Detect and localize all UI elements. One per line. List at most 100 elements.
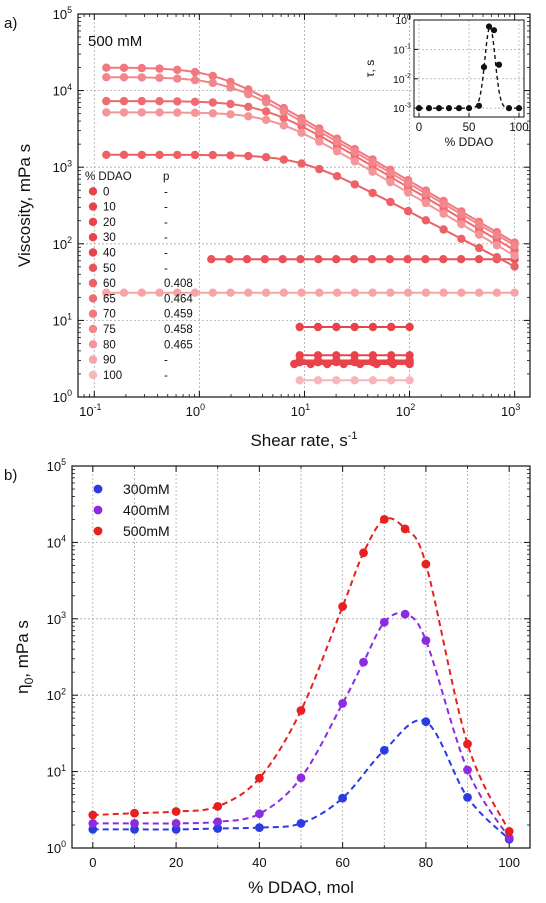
data-point-75 <box>350 147 359 157</box>
legend-p-100: - <box>164 370 168 382</box>
tick-exponent: 1 <box>67 312 72 322</box>
data-point-90 <box>297 288 306 297</box>
y-tick-label-a: 103 <box>53 158 72 175</box>
data-point-75 <box>119 73 129 82</box>
data-point-50 <box>474 255 484 264</box>
legend-label-80: 80 <box>103 339 116 351</box>
data-point-500mM <box>338 602 347 611</box>
data-point-500mM <box>359 548 368 558</box>
data-point-80 <box>173 108 182 117</box>
tick-exponent: -1 <box>405 43 411 51</box>
data-point-500mM <box>296 706 306 715</box>
data-point-90 <box>102 288 111 297</box>
data-point-90 <box>510 288 519 297</box>
data-point-50 <box>207 255 216 264</box>
data-point-60 <box>474 243 484 253</box>
data-point-80 <box>244 112 253 121</box>
series-40-a <box>295 322 414 332</box>
data-point-70 <box>208 71 217 81</box>
data-point-400mM <box>359 657 368 667</box>
data-point-30 <box>295 351 304 360</box>
legend-p-90: - <box>164 355 168 367</box>
data-point-60 <box>261 153 271 162</box>
y-tick-label-a: 104 <box>53 82 72 99</box>
inset-data-point <box>435 105 443 112</box>
legend-p-50: - <box>164 263 168 275</box>
data-point-60 <box>244 151 253 161</box>
tick-base: 10 <box>53 313 67 328</box>
data-point-65 <box>261 107 271 116</box>
data-point-90 <box>119 288 129 297</box>
data-point-75 <box>208 78 217 88</box>
tick-exponent: 1 <box>61 763 66 773</box>
data-point-30 <box>350 351 359 360</box>
tick-exponent: 3 <box>61 610 66 620</box>
data-point-60 <box>173 150 182 160</box>
data-point-60 <box>510 262 519 271</box>
data-point-30 <box>332 351 341 360</box>
data-point-500mM <box>88 810 98 820</box>
legend-marker-80 <box>88 340 98 349</box>
x-axis-label-superscript: -1 <box>348 430 358 442</box>
legend-label-50: 50 <box>103 263 116 275</box>
data-point-65 <box>119 96 129 106</box>
data-point-50 <box>421 255 430 264</box>
data-point-75 <box>190 75 200 85</box>
tick-base: 10 <box>47 841 61 856</box>
data-point-60 <box>190 150 200 160</box>
data-point-80 <box>474 230 484 239</box>
tick-base: 10 <box>53 237 67 252</box>
inset-x-tick-label: 100 <box>509 122 528 134</box>
data-point-30 <box>405 351 414 360</box>
data-point-300mM <box>213 824 223 833</box>
y-tick-label-a: 102 <box>53 235 72 252</box>
tick-base: 10 <box>501 404 515 419</box>
legend-header-ddao: % DDAO <box>85 171 132 183</box>
tick-exponent: 0 <box>200 402 205 412</box>
legend-label-0: 0 <box>103 186 109 198</box>
data-point-100 <box>350 376 359 385</box>
tick-exponent: -2 <box>405 72 411 80</box>
data-point-70 <box>190 67 200 77</box>
data-point-300mM <box>255 823 264 832</box>
data-point-500mM <box>504 827 514 836</box>
data-point-75 <box>155 73 164 83</box>
data-point-30 <box>313 351 323 360</box>
data-point-60 <box>119 150 129 159</box>
x-tick-label-a: 100 <box>186 402 205 419</box>
data-point-80 <box>439 209 448 218</box>
data-point-400mM <box>255 809 264 819</box>
tick-base: 10 <box>47 688 61 703</box>
data-point-60 <box>297 159 306 168</box>
data-point-60 <box>386 197 395 207</box>
tick-base: 10 <box>79 404 93 419</box>
legend-label-30: 30 <box>103 232 116 244</box>
data-point-80 <box>315 137 324 146</box>
tick-exponent: 3 <box>515 402 520 412</box>
legend-p-20: - <box>164 217 168 229</box>
legend-p-65: 0.464 <box>164 293 193 305</box>
data-point-80 <box>368 167 377 176</box>
data-point-80 <box>226 110 235 119</box>
tick-exponent: 4 <box>67 82 72 92</box>
data-point-40 <box>295 322 304 332</box>
data-point-75 <box>403 178 413 188</box>
tick-base: 10 <box>53 160 67 175</box>
data-point-500mM <box>463 739 472 749</box>
data-point-400mM <box>338 699 347 708</box>
data-point-90 <box>226 288 235 297</box>
data-point-400mM <box>171 819 181 828</box>
data-point-80 <box>457 220 466 229</box>
legend-marker-500mM <box>93 526 103 536</box>
data-point-90 <box>403 288 413 297</box>
data-point-50 <box>314 255 323 264</box>
legend-marker-70 <box>88 309 98 318</box>
data-point-400mM <box>421 636 431 645</box>
series-70-a <box>102 63 519 247</box>
data-point-90 <box>368 288 377 297</box>
inset-data-point <box>445 105 453 112</box>
series-80-a <box>102 108 519 260</box>
data-point-75 <box>492 230 502 240</box>
x-tick-label-a: 101 <box>291 402 310 419</box>
tick-exponent: 5 <box>67 5 72 15</box>
